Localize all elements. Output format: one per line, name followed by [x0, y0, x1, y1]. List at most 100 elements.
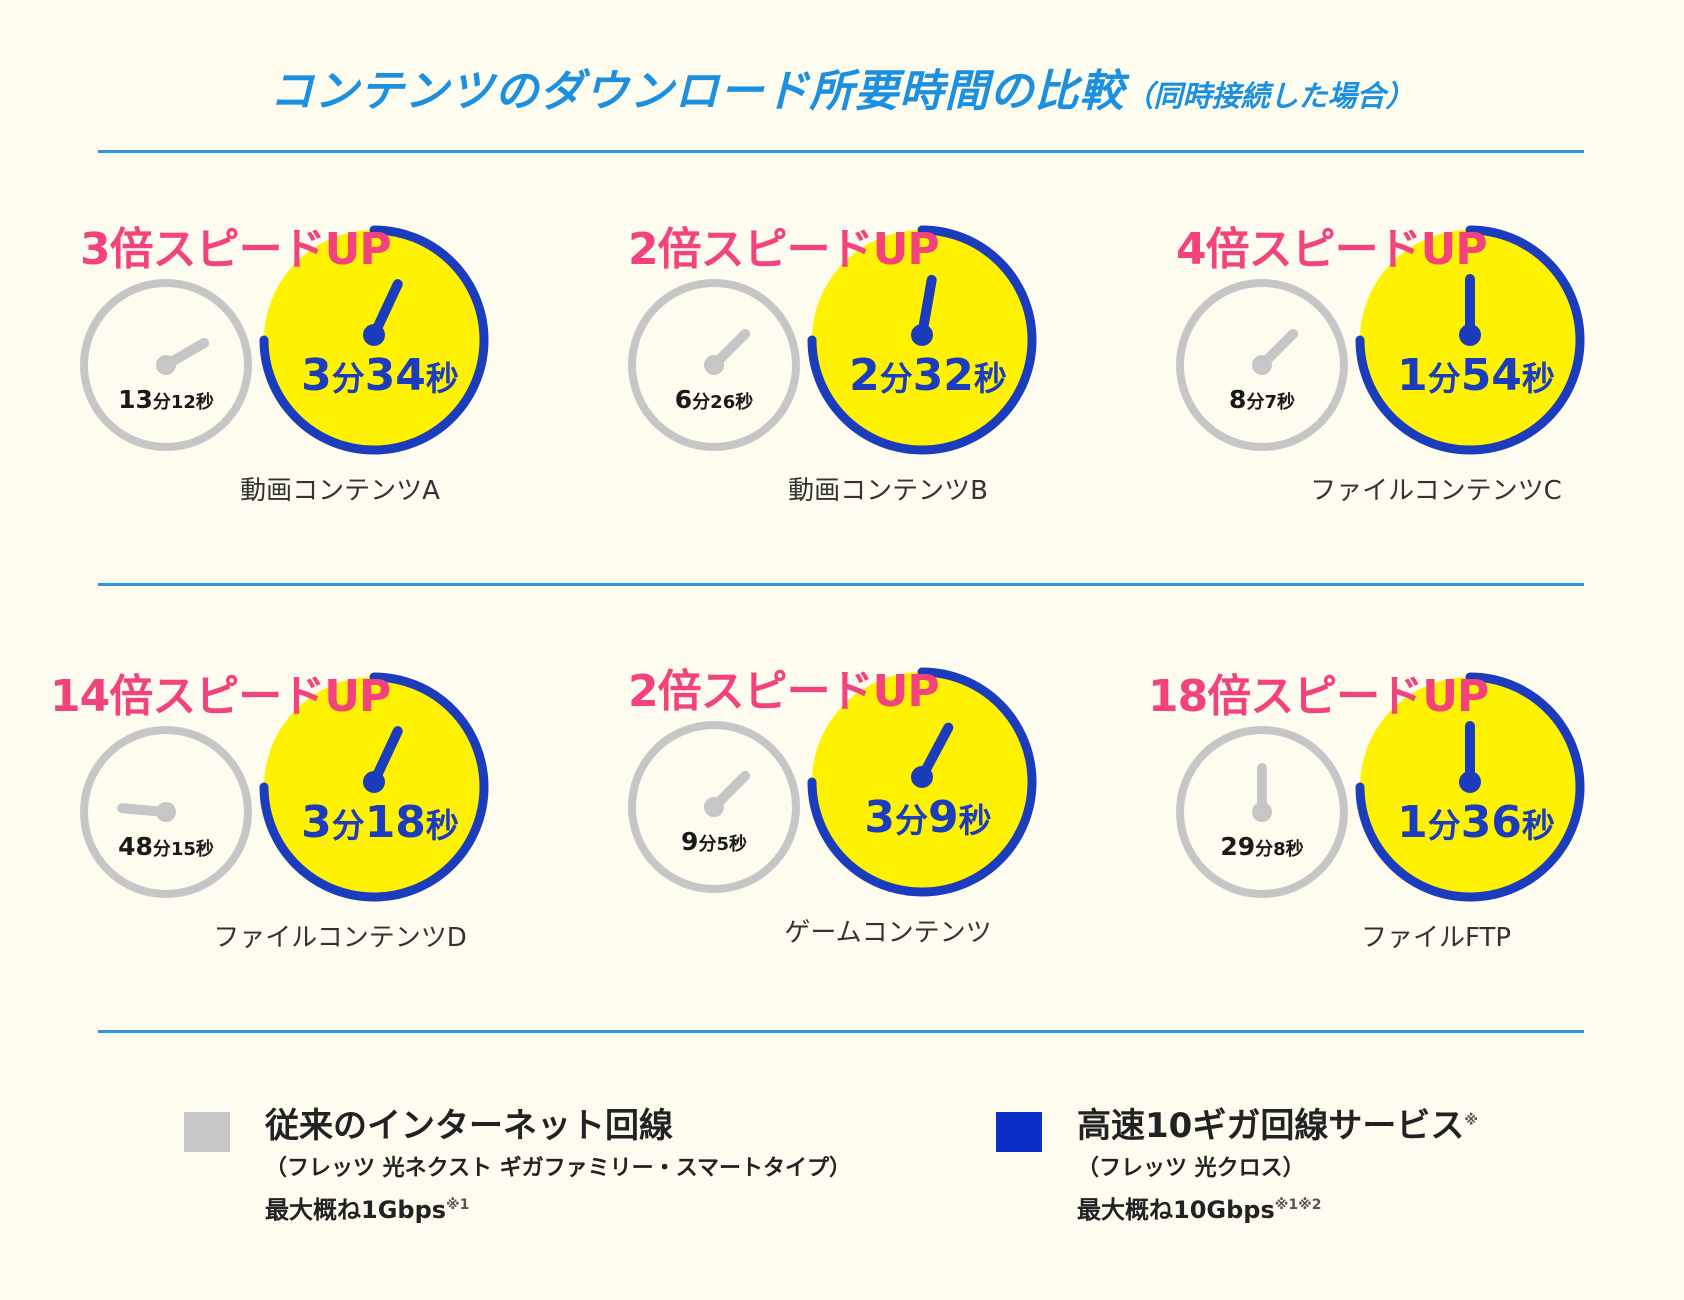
- speedup-label: 14倍スピードUP: [50, 671, 391, 722]
- new-sec-unit: 秒: [1521, 359, 1555, 398]
- dials: [80, 225, 489, 455]
- new-minutes: 2: [849, 350, 880, 401]
- old-sec-unit: 秒: [728, 834, 747, 855]
- new-ring: [259, 672, 489, 902]
- new-time: 3分34秒: [260, 350, 500, 401]
- old-minutes: 8: [1229, 385, 1247, 414]
- old-minutes: 13: [118, 385, 153, 414]
- new-dial: [259, 225, 489, 455]
- old-minutes: 9: [681, 827, 699, 856]
- title-sub: （同時接続した場合）: [1124, 79, 1415, 113]
- comparison-cell-2: 2倍スピードUP 6分26秒 2分32秒 動画コンテンツB: [628, 224, 1148, 565]
- page-title: コンテンツのダウンロード所要時間の比較（同時接続した場合）: [0, 55, 1684, 119]
- new-seconds: 54: [1460, 350, 1522, 401]
- old-sec-unit: 秒: [195, 392, 214, 413]
- new-minutes: 3: [301, 797, 332, 848]
- old-dial: [80, 726, 252, 898]
- new-minutes: 1: [1397, 797, 1428, 848]
- new-seconds: 32: [912, 350, 974, 401]
- new-hub: [911, 324, 933, 346]
- divider-bottom: [98, 1030, 1584, 1033]
- content-caption: ファイルコンテンツD: [213, 923, 467, 953]
- new-sec-unit: 秒: [973, 359, 1007, 398]
- old-seconds: 12: [170, 392, 196, 413]
- old-sec-unit: 秒: [195, 839, 214, 860]
- new-ring: [1355, 225, 1585, 455]
- old-minutes: 6: [674, 385, 693, 414]
- new-dial: [1355, 672, 1585, 902]
- legend-new-sub: （フレッツ 光クロス）: [1077, 1156, 1305, 1181]
- old-seconds: 26: [710, 392, 736, 413]
- new-time: 3分9秒: [808, 792, 1048, 843]
- speedup-label: 2倍スピードUP: [628, 224, 940, 275]
- new-min-unit: 分: [1427, 359, 1461, 398]
- speedup-label: 3倍スピードUP: [80, 224, 392, 275]
- old-hub: [1252, 355, 1272, 375]
- legend-old-title: 従来のインターネット回線: [265, 1106, 673, 1146]
- old-min-unit: 分: [692, 392, 711, 413]
- old-hub: [704, 797, 724, 817]
- old-hub: [156, 355, 176, 375]
- new-minutes: 1: [1397, 350, 1428, 401]
- new-time: 3分18秒: [260, 797, 500, 848]
- old-min-unit: 分: [152, 392, 171, 413]
- dials: [80, 672, 489, 902]
- old-time: 29分8秒: [1182, 832, 1342, 861]
- old-minutes: 48: [118, 832, 153, 861]
- comparison-cell-4: 14倍スピードUP 48分15秒 3分18秒 ファイルコンテンツD: [50, 671, 600, 1012]
- content-caption: ゲームコンテンツ: [784, 918, 992, 948]
- new-min-unit: 分: [895, 801, 928, 840]
- legend-new-title: 高速10ギガ回線サービス※: [1077, 1106, 1478, 1146]
- new-seconds: 36: [1460, 797, 1522, 848]
- new-ring: [807, 667, 1037, 897]
- old-seconds: 5: [716, 834, 729, 855]
- new-time: 1分36秒: [1356, 797, 1596, 848]
- divider-middle: [98, 583, 1584, 586]
- old-min-unit: 分: [152, 839, 171, 860]
- old-hub: [704, 355, 724, 375]
- old-min-unit: 分: [1255, 839, 1274, 860]
- comparison-cell-3: 4倍スピードUP 8分7秒 1分54秒 ファイルコンテンツC: [1176, 224, 1684, 565]
- title-main: コンテンツのダウンロード所要時間の比較: [269, 66, 1125, 117]
- old-time: 13分12秒: [86, 385, 246, 414]
- dials: [628, 667, 1037, 897]
- legend-old-swatch: [184, 1112, 230, 1152]
- new-seconds: 18: [364, 797, 426, 848]
- old-dial: [1176, 726, 1348, 898]
- old-dial: [1176, 279, 1348, 451]
- new-hub: [1459, 771, 1481, 793]
- comparison-cell-5: 2倍スピードUP 9分5秒 3分9秒 ゲームコンテンツ: [628, 666, 1148, 1007]
- new-ring: [807, 225, 1037, 455]
- new-dial: [807, 225, 1037, 455]
- content-caption: 動画コンテンツB: [788, 476, 988, 506]
- dials: [628, 225, 1037, 455]
- new-seconds: 34: [364, 350, 426, 401]
- legend-new-swatch: [996, 1112, 1042, 1152]
- old-dial: [628, 721, 800, 893]
- new-sec-unit: 秒: [425, 359, 459, 398]
- comparison-cell-6: 18倍スピードUP 29分8秒 1分36秒 ファイルFTP: [1148, 671, 1684, 1012]
- speedup-label: 2倍スピードUP: [628, 666, 940, 717]
- new-ring: [1355, 672, 1585, 902]
- divider-top: [98, 150, 1584, 153]
- old-dial: [80, 279, 252, 451]
- old-min-unit: 分: [698, 834, 717, 855]
- old-time: 48分15秒: [86, 832, 246, 861]
- new-seconds: 9: [928, 792, 959, 843]
- old-hub: [156, 802, 176, 822]
- new-minutes: 3: [864, 792, 895, 843]
- comparison-cell-1: 3倍スピードUP 13分12秒 3分34秒 動画コンテンツA: [80, 224, 600, 565]
- new-dial: [807, 667, 1037, 897]
- old-sec-unit: 秒: [1276, 392, 1295, 413]
- old-min-unit: 分: [1246, 392, 1265, 413]
- legend-old-sub: （フレッツ 光ネクスト ギガファミリー・スマートタイプ）: [265, 1156, 852, 1181]
- new-ring: [259, 225, 489, 455]
- new-dial: [1355, 225, 1585, 455]
- old-dial: [628, 279, 800, 451]
- content-caption: 動画コンテンツA: [240, 476, 440, 506]
- new-hub: [363, 324, 385, 346]
- new-min-unit: 分: [1427, 806, 1461, 845]
- new-sec-unit: 秒: [1521, 806, 1555, 845]
- old-time: 9分5秒: [634, 827, 794, 856]
- new-sec-unit: 秒: [958, 801, 992, 840]
